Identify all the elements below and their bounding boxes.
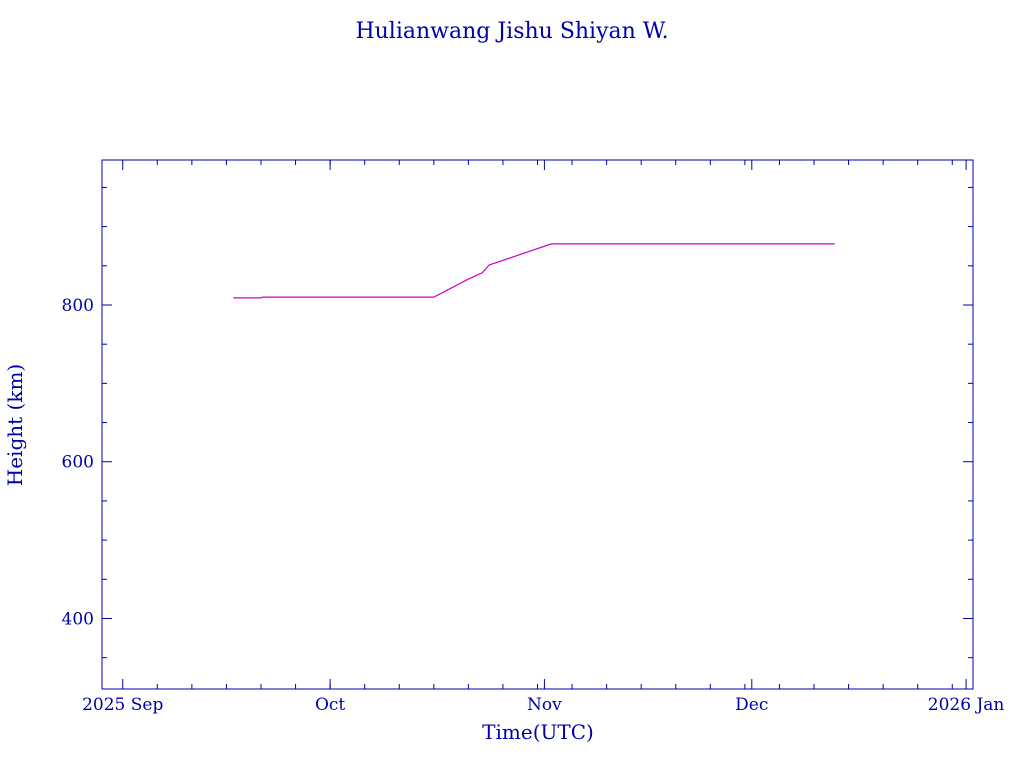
y-tick-label: 600 [62, 453, 94, 473]
x-tick-label: Nov [527, 695, 562, 715]
x-tick-label: 2026 Jan [928, 695, 1005, 715]
x-tick-label: Oct [315, 695, 345, 715]
chart-title: Hulianwang Jishu Shiyan W. [355, 19, 668, 44]
plot-frame [101, 159, 974, 690]
y-tick-label: 400 [62, 609, 94, 629]
x-tick-label: Dec [735, 695, 768, 715]
series-line [233, 243, 835, 299]
x-axis-label: Time(UTC) [482, 720, 594, 744]
x-tick-label: 2025 Sep [82, 695, 163, 715]
y-tick-label: 800 [62, 296, 94, 316]
y-axis-label: Height (km) [3, 364, 27, 486]
series-layer [233, 243, 835, 299]
axis-ticks: 400 600 800 2025 Sep Oct Nov Dec 2026 Jan [62, 160, 1005, 715]
